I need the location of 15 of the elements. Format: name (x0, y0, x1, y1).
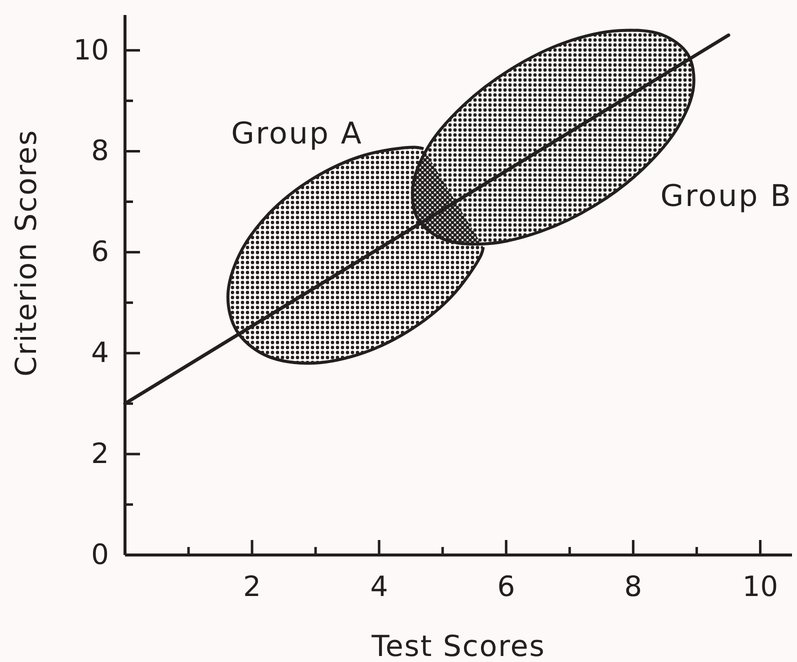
y-tick-label: 4 (91, 336, 109, 370)
y-tick-label: 0 (91, 538, 109, 571)
x-tick-label: 2 (243, 570, 261, 603)
y-tick-label: 6 (91, 235, 109, 268)
x-tick-label: 8 (624, 570, 642, 603)
y-tick-label: 8 (91, 134, 109, 168)
y-tick-label: 2 (91, 437, 109, 470)
x-axis-title: Test Scores (370, 629, 546, 662)
y-tick-label: 10 (73, 33, 109, 66)
x-tick-label: 4 (370, 570, 388, 603)
series-label: Group B (660, 179, 792, 214)
series-label: Group A (231, 116, 363, 152)
x-tick-label: 10 (742, 570, 778, 603)
y-axis-title: Criterion Scores (9, 129, 43, 377)
x-tick-label: 6 (497, 570, 516, 603)
